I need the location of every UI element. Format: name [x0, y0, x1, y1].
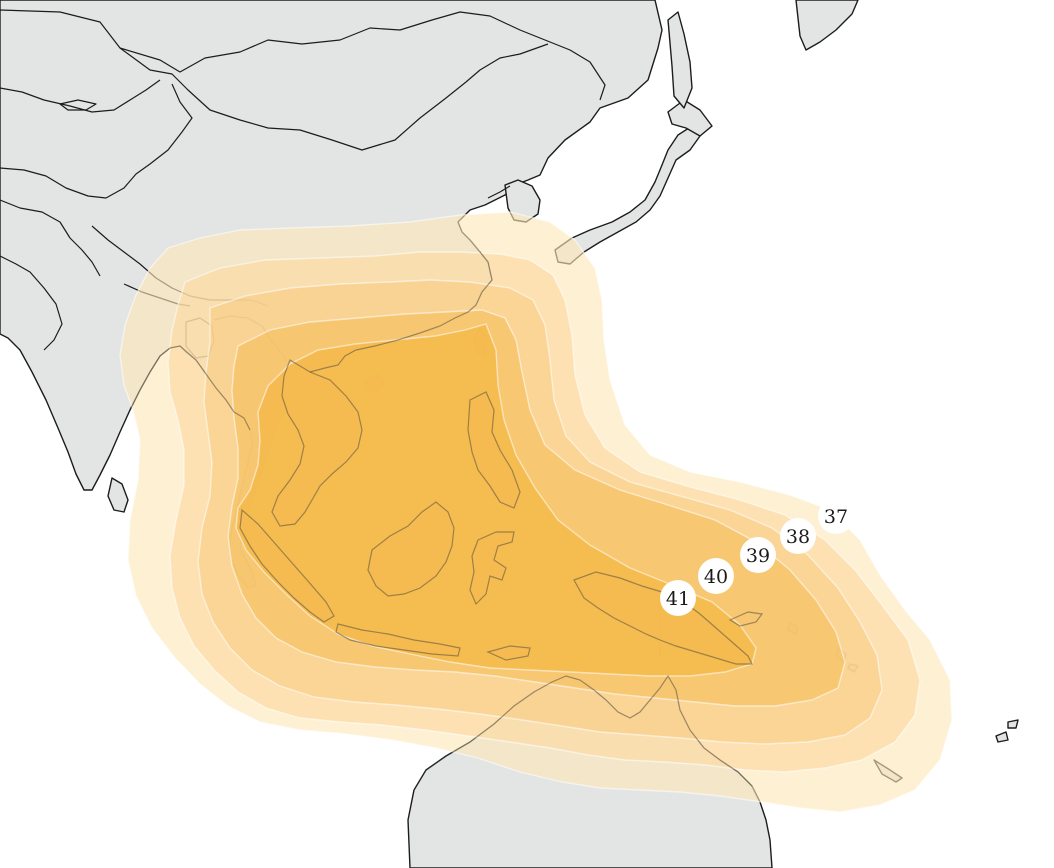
border-afghanistan	[0, 199, 101, 277]
coastline-australia-north	[413, 674, 753, 791]
landmass-kamchatka	[795, 0, 859, 51]
contour-label-37: 37	[818, 498, 854, 534]
coastline-overlay	[129, 251, 764, 791]
coastline-south-china	[309, 251, 493, 373]
coastline-india-east	[129, 345, 251, 431]
contour-label-41: 41	[660, 580, 696, 616]
border-kazakhstan	[0, 79, 161, 113]
border-korea	[487, 185, 511, 199]
landmass-hokkaido	[667, 99, 713, 137]
circle-label-icon	[818, 498, 854, 534]
landmass-sri-lanka	[107, 477, 129, 513]
coastline-timor	[486, 645, 531, 661]
contour-band-41	[235, 323, 757, 677]
border-pakistan-india	[0, 255, 63, 351]
coastline-sumatra	[239, 508, 335, 623]
contour-label-text-40: 40	[704, 566, 728, 588]
landmass-fiji-1	[995, 731, 1009, 743]
circle-label-icon	[780, 518, 816, 554]
landmass-fiji-2	[1007, 719, 1019, 729]
coastline-new-guinea	[573, 571, 753, 665]
contour-label-text-37: 37	[824, 506, 848, 528]
contour-label-text-41: 41	[666, 588, 690, 610]
contour-label-text-38: 38	[786, 526, 810, 548]
border-caspian	[59, 99, 97, 111]
border-russia-mongolia	[0, 9, 606, 101]
coastline-borneo	[367, 501, 455, 597]
coastline-sulawesi	[469, 531, 515, 606]
border-mongolia-china	[119, 43, 549, 151]
landmass-sakhalin	[667, 11, 693, 109]
border-central-asia	[0, 83, 193, 199]
coastline-indochina	[271, 359, 363, 527]
circle-label-icon	[660, 580, 696, 616]
contour-label-38: 38	[780, 518, 816, 554]
contour-label-text-39: 39	[746, 545, 770, 567]
circle-label-icon	[740, 537, 776, 573]
contour-label-39: 39	[740, 537, 776, 573]
coastline-solomons	[728, 611, 764, 627]
contour-labels: 41 40 39 38 37	[660, 498, 854, 616]
circle-label-icon	[698, 558, 734, 594]
contour-label-40: 40	[698, 558, 734, 594]
coastline-philippines	[467, 391, 521, 509]
coastline-java	[335, 623, 461, 657]
